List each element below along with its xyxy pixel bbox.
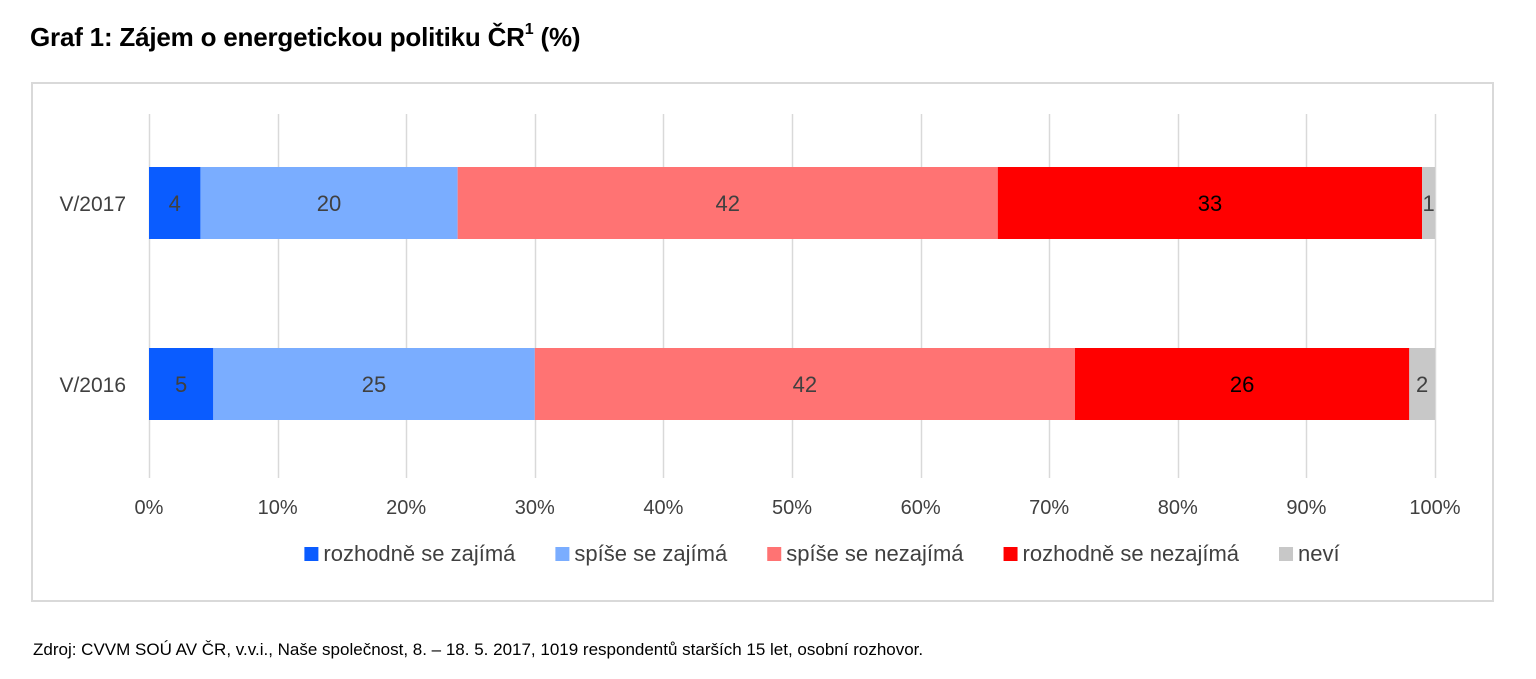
x-tick-label-7: 70%	[1029, 497, 1069, 519]
x-tick-label-4: 40%	[643, 497, 683, 519]
legend-item-1: spíše se zajímá	[555, 541, 728, 566]
x-tick-label-9: 90%	[1286, 497, 1326, 519]
category-label-1: V/2016	[59, 374, 126, 397]
legend-swatch-1	[555, 547, 570, 561]
legend-item-2: spíše se nezajímá	[767, 541, 964, 566]
legend-label-4: neví	[1298, 541, 1340, 566]
bar-V-2017-series-0	[149, 167, 201, 239]
legend-item-3: rozhodně se nezajímá	[1003, 541, 1240, 566]
legend-label-1: spíše se zajímá	[574, 541, 728, 566]
legend-item-0: rozhodně se zajímá	[304, 541, 516, 566]
data-label-V-2017-series-0: 4	[169, 191, 181, 216]
x-tick-label-0: 0%	[135, 497, 164, 519]
chart-title-text: Graf 1: Zájem o energetickou politiku ČR	[30, 22, 525, 52]
category-label-0: V/2017	[59, 193, 126, 216]
x-tick-label-10: 100%	[1409, 497, 1460, 519]
legend: rozhodně se zajímá spíše se zajímá spíše s…	[304, 541, 1340, 566]
x-tick-label-2: 20%	[386, 497, 426, 519]
x-tick-label-1: 10%	[258, 497, 298, 519]
data-label-V-2017-series-1: 20	[317, 191, 341, 216]
chart-title: Graf 1: Zájem o energetickou politiku ČR…	[30, 21, 581, 53]
bars: 4 20 42 33 1 5 25 42 26 2	[149, 167, 1435, 420]
bar-V-2016-series-2	[534, 348, 1075, 420]
source-note: Zdroj: CVVM SOÚ AV ČR, v.v.i., Naše spol…	[33, 640, 924, 659]
x-tick-label-6: 60%	[901, 497, 941, 519]
bar-V-2017-series-1	[200, 167, 458, 239]
data-label-V-2017-series-4: 1	[1422, 191, 1434, 216]
legend-item-4: neví	[1279, 541, 1340, 566]
data-label-V-2017-series-3: 33	[1198, 191, 1222, 216]
data-label-V-2017-series-2: 42	[715, 191, 739, 216]
x-tick-label-8: 80%	[1158, 497, 1198, 519]
x-tick-labels: 0% 10% 20% 30% 40% 50% 60% 70% 80% 90% 100%	[135, 497, 1461, 519]
x-tick-label-3: 30%	[515, 497, 555, 519]
bar-V-2017-series-3	[997, 167, 1423, 239]
legend-swatch-4	[1279, 547, 1294, 561]
data-label-V-2016-series-3: 26	[1230, 372, 1254, 397]
category-labels: V/2017 V/2016	[59, 193, 126, 397]
bar-V-2016-series-3	[1074, 348, 1410, 420]
legend-label-0: rozhodně se zajímá	[323, 541, 516, 566]
bar-V-2016-series-4	[1409, 348, 1435, 420]
legend-label-2: spíše se nezajímá	[786, 541, 964, 566]
chart-frame	[31, 82, 1494, 602]
bar-V-2017-series-4	[1422, 167, 1435, 239]
bar-V-2017-series-2	[457, 167, 998, 239]
data-label-V-2016-series-2: 42	[793, 372, 817, 397]
data-label-V-2016-series-1: 25	[362, 372, 386, 397]
data-label-V-2016-series-0: 5	[175, 372, 187, 397]
legend-swatch-0	[304, 547, 319, 561]
chart-title-footnote-mark: 1	[524, 21, 534, 39]
bar-V-2016-series-0	[149, 348, 214, 420]
bar-V-2016-series-1	[213, 348, 535, 420]
legend-label-3: rozhodně se nezajímá	[1023, 541, 1240, 566]
legend-swatch-2	[767, 547, 782, 561]
x-tick-label-5: 50%	[772, 497, 812, 519]
data-label-V-2016-series-4: 2	[1416, 372, 1428, 397]
legend-swatch-3	[1003, 547, 1018, 561]
chart-title-unit: (%)	[540, 22, 581, 52]
